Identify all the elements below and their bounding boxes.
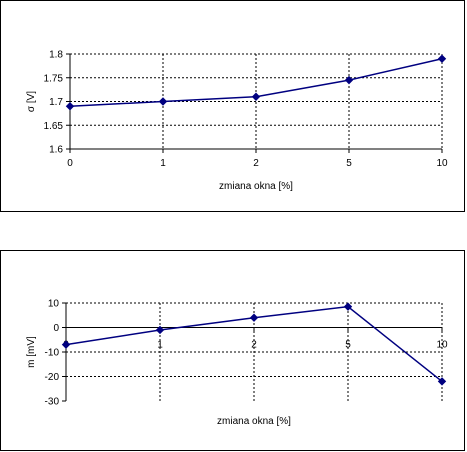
m-y-tick-label: 10 bbox=[48, 299, 60, 310]
sigma-x-tick-label: 2 bbox=[253, 158, 259, 169]
m-x-axis-label: zmiana okna [%] bbox=[217, 416, 291, 427]
chart-panel-sigma: 1.6 1.65 1.7 1.75 1.8 0 1 2 5 10 zmiana okna [%] σ … bbox=[0, 0, 465, 212]
sigma-y-axis-label: σ [V] bbox=[26, 91, 37, 112]
m-point-marker bbox=[249, 313, 259, 322]
m-y-tick-label: -20 bbox=[45, 372, 60, 383]
sigma-y-tick-label: 1.6 bbox=[49, 145, 63, 156]
m-point-marker bbox=[437, 377, 447, 386]
chart-sigma: 1.6 1.65 1.7 1.75 1.8 0 1 2 5 10 zmiana okna [%] σ … bbox=[26, 50, 448, 193]
sigma-y-tick-label: 1.65 bbox=[44, 121, 64, 132]
chart-m: -30-20-10010012510zmiana okna [%]m [mV] bbox=[26, 299, 448, 428]
sigma-point-marker bbox=[251, 92, 261, 101]
sigma-point-marker bbox=[158, 97, 168, 106]
m-point-marker bbox=[155, 325, 165, 335]
chart-panel-m: -30-20-10010012510zmiana okna [%]m [mV] bbox=[0, 250, 465, 451]
sigma-y-tick-label: 1.75 bbox=[44, 73, 64, 84]
sigma-y-tick-label: 1.7 bbox=[49, 97, 63, 108]
m-x-tick-label: 5 bbox=[345, 340, 351, 351]
m-x-tick-label: 1 bbox=[157, 340, 163, 351]
m-point-marker bbox=[61, 340, 71, 349]
m-x-tick-label: 2 bbox=[251, 340, 257, 351]
sigma-y-tick-label: 1.8 bbox=[49, 50, 63, 61]
m-point-marker bbox=[343, 302, 353, 311]
m-y-axis-label: m [mV] bbox=[26, 336, 37, 368]
sigma-x-tick-label: 10 bbox=[436, 158, 448, 169]
sigma-x-tick-label: 5 bbox=[346, 158, 352, 169]
m-y-tick-label: -30 bbox=[45, 397, 60, 408]
m-x-tick-label: 10 bbox=[436, 340, 448, 351]
sigma-point-marker bbox=[65, 102, 75, 111]
sigma-x-tick-label: 1 bbox=[160, 158, 166, 169]
sigma-point-marker bbox=[437, 54, 447, 63]
sigma-x-axis-label: zmiana okna [%] bbox=[219, 181, 293, 192]
sigma-point-marker bbox=[344, 75, 354, 85]
sigma-x-tick-label: 0 bbox=[67, 158, 73, 169]
m-y-tick-label: -10 bbox=[45, 348, 60, 359]
m-y-tick-label: 0 bbox=[53, 323, 59, 334]
